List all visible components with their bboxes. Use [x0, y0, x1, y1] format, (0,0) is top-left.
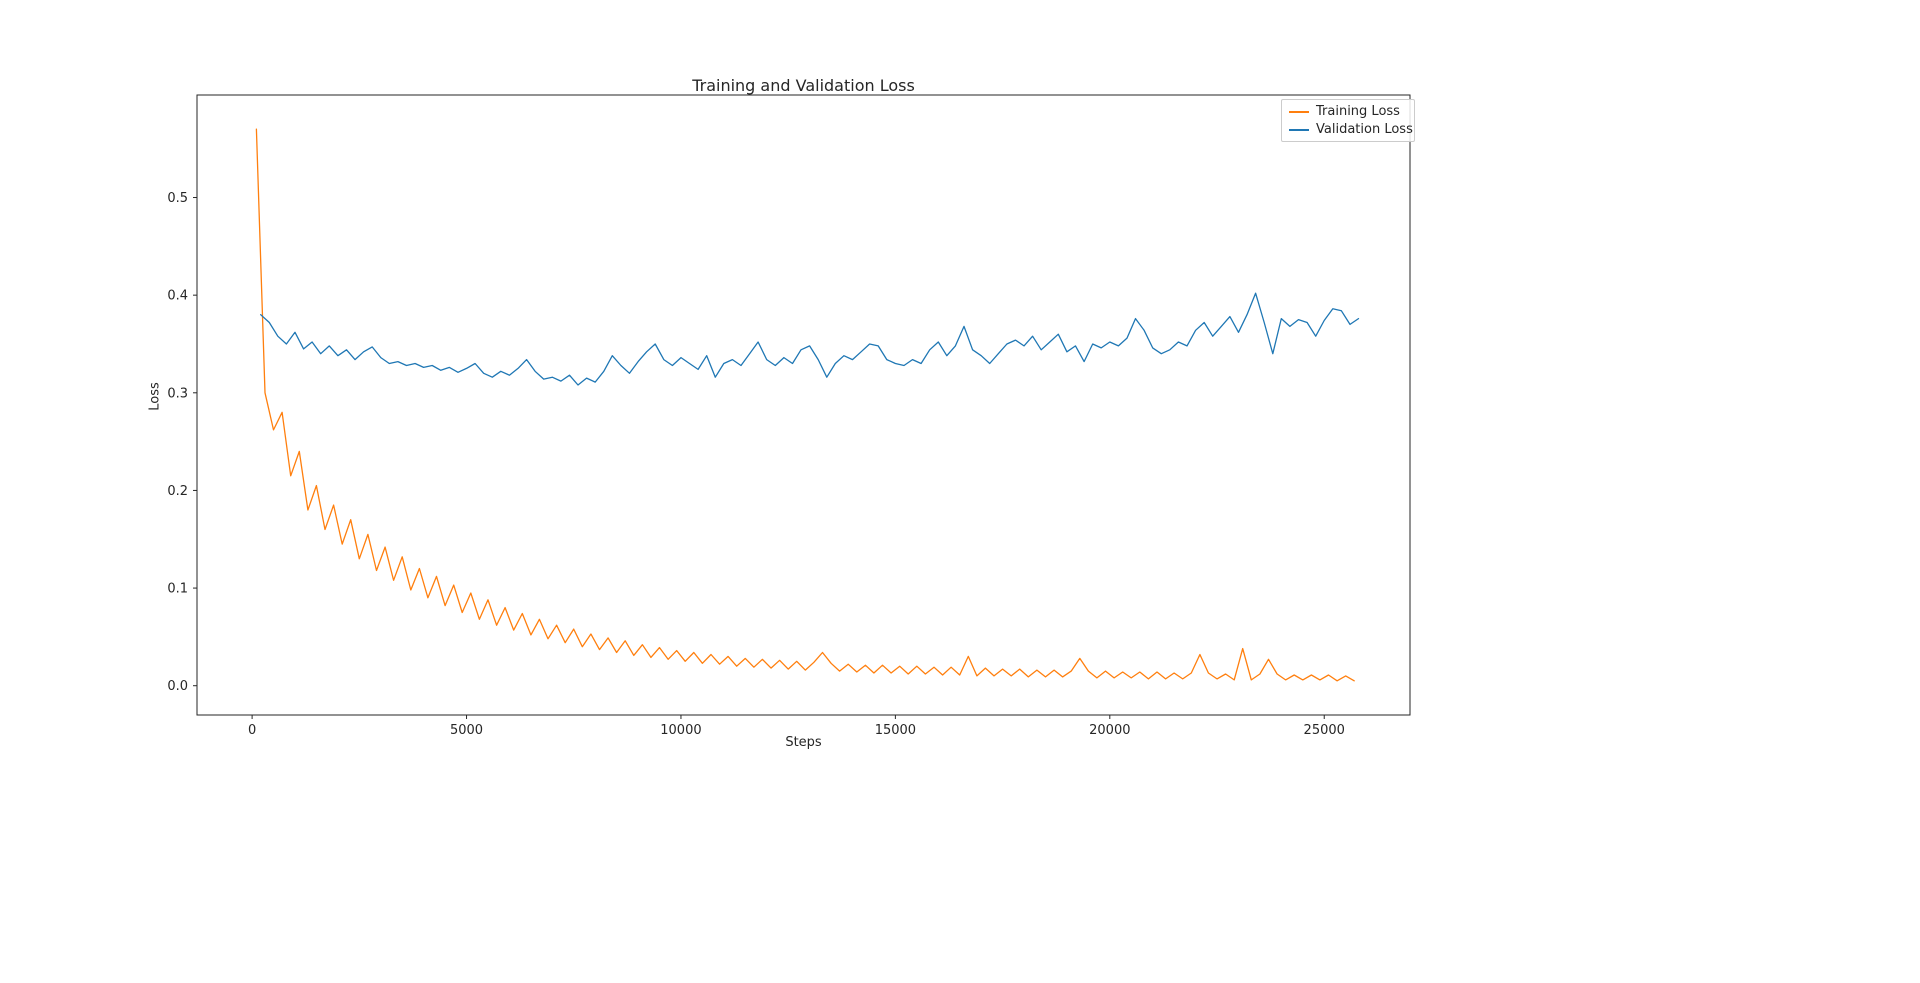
training-loss-line [255, 128, 1355, 682]
x-axis-label: Steps [785, 735, 822, 750]
legend-label-training-loss: Training Loss [1316, 104, 1400, 119]
validation-loss-swatch-icon [1289, 128, 1309, 131]
plot-frame [196, 94, 1411, 716]
legend: Training Loss Validation Loss [1281, 99, 1415, 142]
chart-title: Training and Validation Loss [692, 76, 915, 95]
y-tick-label: 0.2 [167, 484, 188, 499]
y-tick-label: 0.3 [167, 386, 188, 401]
validation-loss-line [260, 292, 1360, 386]
x-tick-label: 10000 [660, 723, 701, 738]
y-tick-label: 0.5 [167, 191, 188, 206]
x-tick-label: 20000 [1089, 723, 1130, 738]
y-tick-label: 0.4 [167, 289, 188, 304]
training-loss-swatch-icon [1289, 110, 1309, 113]
legend-item-training-loss: Training Loss [1289, 104, 1407, 119]
legend-label-validation-loss: Validation Loss [1316, 122, 1413, 137]
x-tick-label: 15000 [875, 723, 916, 738]
x-tick-label: 0 [248, 723, 256, 738]
legend-item-validation-loss: Validation Loss [1289, 122, 1413, 137]
y-tick-label: 0.1 [167, 582, 188, 597]
x-tick-label: 25000 [1304, 723, 1345, 738]
x-tick-label: 5000 [450, 723, 483, 738]
y-tick-label: 0.0 [167, 679, 188, 694]
y-axis-label: Loss [147, 382, 163, 411]
